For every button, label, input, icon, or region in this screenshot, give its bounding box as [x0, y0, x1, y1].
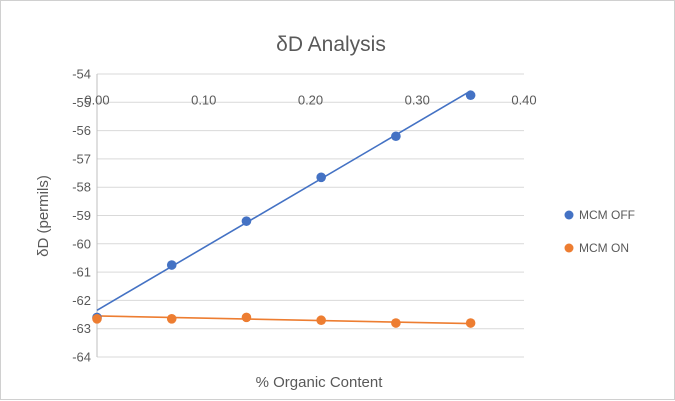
- point-mcm-on[interactable]: [465, 318, 476, 328]
- y-axis-title: δD (permils): [35, 175, 52, 257]
- y-tick-label: -54: [72, 67, 91, 82]
- x-tick-label: 0.20: [298, 92, 323, 107]
- point-mcm-off[interactable]: [241, 216, 252, 226]
- point-mcm-off[interactable]: [316, 172, 326, 183]
- x-tick-label: 0.10: [191, 92, 216, 107]
- legend-label-mcm-on: MCM ON: [579, 241, 629, 255]
- point-mcm-off[interactable]: [391, 131, 401, 142]
- y-tick-label: -59: [72, 208, 91, 223]
- y-tick-label: -60: [72, 236, 91, 251]
- point-mcm-on[interactable]: [391, 318, 401, 328]
- y-tick-label: -64: [72, 350, 91, 365]
- point-mcm-off[interactable]: [465, 90, 476, 101]
- chart-title: δD Analysis: [276, 33, 386, 56]
- series-layer: [92, 90, 476, 328]
- legend-item-mcm-off[interactable]: MCM OFF: [564, 208, 636, 222]
- point-mcm-off[interactable]: [166, 260, 177, 270]
- x-axis-title: % Organic Content: [256, 374, 384, 391]
- y-tick-label: -56: [72, 123, 91, 138]
- trendline-mcm-off: [96, 90, 472, 311]
- y-tick-label: -62: [72, 293, 91, 308]
- y-tick-labels: -54 -55 -56 -57 -58 -59 -60 -61 -62 -63 -64: [72, 67, 91, 365]
- point-mcm-on[interactable]: [241, 312, 252, 323]
- y-tick-label: -63: [72, 321, 91, 336]
- y-tick-label: -57: [72, 151, 91, 166]
- point-mcm-on[interactable]: [316, 315, 326, 326]
- point-mcm-on[interactable]: [166, 313, 177, 324]
- trendline-mcm-on: [96, 315, 471, 325]
- y-tick-label: -58: [72, 180, 91, 195]
- grid-lines: [96, 73, 524, 358]
- x-tick-label: 0.40: [511, 92, 536, 107]
- x-tick-label: 0.00: [84, 92, 109, 107]
- point-mcm-on[interactable]: [92, 313, 102, 324]
- y-tick-label: -55: [72, 95, 91, 110]
- legend-marker-mcm-off: [564, 210, 574, 220]
- legend: MCM OFF MCM ON: [564, 208, 636, 255]
- y-tick-label: -61: [72, 265, 91, 280]
- legend-item-mcm-on[interactable]: MCM ON: [564, 241, 630, 255]
- legend-marker-mcm-on: [564, 243, 574, 253]
- x-tick-labels: 0.00 0.10 0.20 0.30 0.40: [84, 92, 536, 107]
- legend-label-mcm-off: MCM OFF: [579, 208, 635, 222]
- x-tick-label: 0.30: [405, 92, 430, 107]
